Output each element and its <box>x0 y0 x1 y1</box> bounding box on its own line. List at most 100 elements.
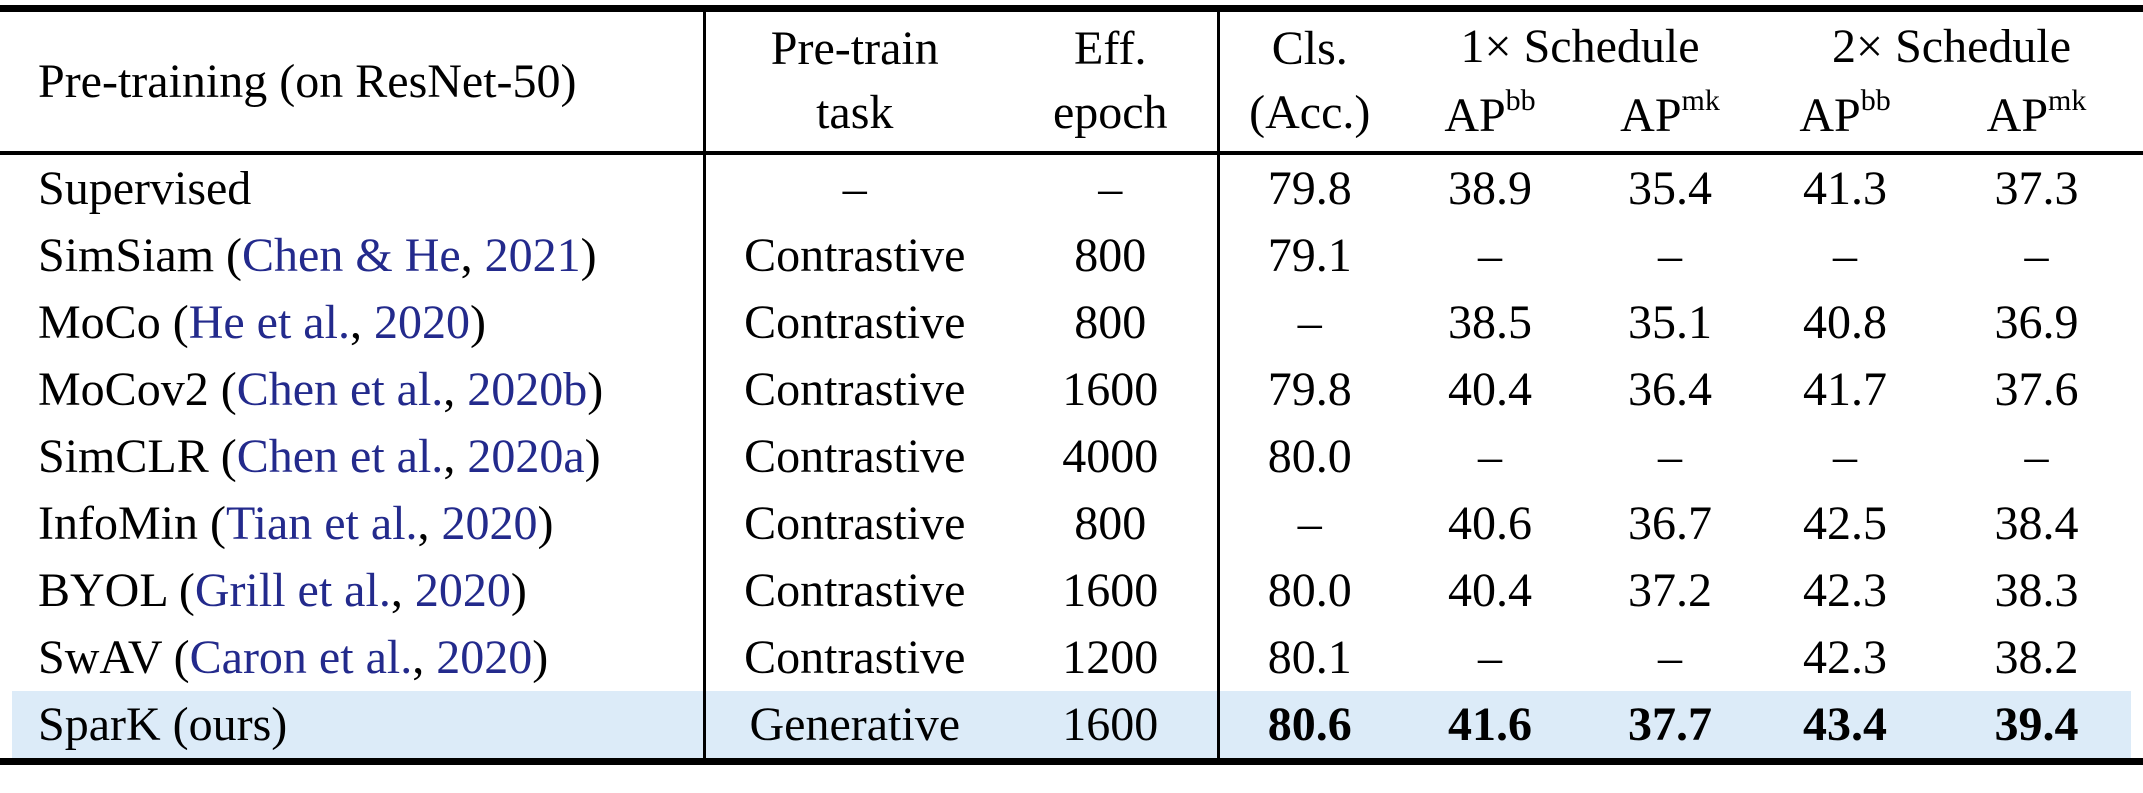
ap-1x-bb-cell: – <box>1478 228 1502 282</box>
pretrain-task-cell: Generative <box>704 690 1004 761</box>
ap-2x-bb-cell: 41.3 <box>1803 161 1888 215</box>
header-pretrain-task: Pre-train task <box>704 9 1004 153</box>
eff-epoch-cell: 800 <box>1004 288 1220 356</box>
table-row: Supervised – – 79.8 38.9 35.4 41.3 37.3 <box>0 152 2143 222</box>
ap-1x-mk-cell: – <box>1658 630 1682 684</box>
cls-acc-cell: 80.0 <box>1267 429 1352 483</box>
method-name-text: SimSiam ( <box>38 228 243 282</box>
header-pretrain-task-line2: task <box>816 86 894 140</box>
citation-link[interactable]: He et al. <box>188 295 350 349</box>
citation-link[interactable]: 2020a <box>455 429 585 483</box>
method-name-text: , <box>443 362 456 416</box>
method-name-cell: MoCov2 (Chen et al., 2020b) <box>0 355 706 423</box>
citation-link[interactable]: 2021 <box>472 228 581 282</box>
header-ap-2x-bb: APbb <box>1760 81 1930 153</box>
citation-link[interactable]: 2020 <box>402 563 511 617</box>
cls-acc-cell: 79.1 <box>1267 228 1352 282</box>
pretrain-task-cell: Contrastive <box>744 362 966 416</box>
cls-acc-cell: 79.8 <box>1267 161 1352 215</box>
citation-link[interactable]: Caron et al. <box>189 630 413 684</box>
method-name-cell: MoCo (He et al., 2020) <box>0 288 706 356</box>
method-name-cell: InfoMin (Tian et al., 2020) <box>0 489 706 557</box>
table-row: SimSiam (Chen & He, 2021) Contrastive 80… <box>0 221 2143 289</box>
table-row: SimCLR (Chen et al., 2020a) Contrastive … <box>0 422 2143 490</box>
method-name-text: ) <box>587 362 604 416</box>
ap-label: AP <box>1444 89 1506 142</box>
method-name-text: MoCov2 ( <box>38 362 237 416</box>
method-name-text: SwAV ( <box>38 630 190 684</box>
method-name-text: ) <box>510 563 527 617</box>
method-name-text: ) <box>469 295 486 349</box>
header-group-2x-schedule: 2× Schedule <box>1832 19 2072 73</box>
citation-link[interactable]: Tian et al. <box>225 496 418 550</box>
method-name-text: , <box>443 429 456 483</box>
eff-epoch-cell: 800 <box>1004 489 1220 557</box>
ap-1x-bb-cell: 40.6 <box>1448 496 1532 550</box>
header-group-1x-schedule: 1× Schedule <box>1460 19 1700 73</box>
method-name-cell: SparK (ours) <box>0 690 706 761</box>
method-name-text: ) <box>537 496 554 550</box>
method-name-cell: SimCLR (Chen et al., 2020a) <box>0 422 706 490</box>
ap-2x-mk-cell: 38.2 <box>1994 630 2079 684</box>
ap-1x-mk-cell: – <box>1658 429 1682 483</box>
ap-label: AP <box>1986 89 2049 142</box>
cls-acc-cell: – <box>1297 496 1322 550</box>
ap-1x-bb-cell: 38.9 <box>1448 161 1532 215</box>
header-cls-acc-line2: (Acc.) <box>1249 86 1371 140</box>
ap-1x-mk-cell: 37.2 <box>1628 563 1712 617</box>
ap-superscript: mk <box>1681 84 1720 117</box>
citation-link[interactable]: Grill et al. <box>194 563 391 617</box>
ap-1x-bb-cell: – <box>1478 429 1502 483</box>
ap-2x-bb-cell: 40.8 <box>1803 295 1888 349</box>
method-name-text: , <box>349 295 362 349</box>
pretrain-task-cell: Contrastive <box>744 228 966 282</box>
method-name-cell: SimSiam (Chen & He, 2021) <box>0 221 706 289</box>
citation-link[interactable]: Chen et al. <box>236 429 444 483</box>
pretrain-task-cell: Contrastive <box>744 496 966 550</box>
ap-superscript: bb <box>1505 84 1536 117</box>
ap-1x-mk-cell: 37.7 <box>1580 690 1761 761</box>
method-name-text: Supervised <box>38 161 252 215</box>
table-row: SwAV (Caron et al., 2020) Contrastive 12… <box>0 623 2143 691</box>
method-name-text: , <box>460 228 473 282</box>
citation-link[interactable]: Chen & He <box>242 228 461 282</box>
citation-link[interactable]: 2020 <box>361 295 470 349</box>
table-row: MoCov2 (Chen et al., 2020b) Contrastive … <box>0 355 2143 423</box>
header-eff-epoch: Eff. epoch <box>1004 8 1220 153</box>
pretraining-results-table: Pre-training (on ResNet-50) Pre-train ta… <box>0 5 2143 765</box>
pretrain-task-cell: Contrastive <box>744 563 966 617</box>
header-ap-2x-mk: APmk <box>1930 81 2143 153</box>
ap-1x-bb-cell: 40.4 <box>1448 563 1532 617</box>
ap-superscript: bb <box>1860 84 1891 117</box>
ap-2x-mk-cell: 37.3 <box>1994 161 2079 215</box>
ap-2x-mk-cell: 36.9 <box>1994 295 2079 349</box>
citation-link[interactable]: 2020 <box>429 496 538 550</box>
header-pretraining-label: Pre-training (on ResNet-50) <box>38 54 577 108</box>
ap-2x-mk-cell: – <box>2024 228 2049 282</box>
ap-2x-mk-cell: 37.6 <box>1994 362 2079 416</box>
ap-2x-bb-cell: 41.7 <box>1803 362 1888 416</box>
method-name-text: ) <box>584 429 601 483</box>
ap-2x-mk-cell: 39.4 <box>1930 690 2143 761</box>
cls-acc-cell: 79.8 <box>1267 362 1352 416</box>
header-pretrain-task-line1: Pre-train <box>770 22 939 76</box>
ap-superscript: mk <box>2048 84 2087 117</box>
eff-epoch-cell: 4000 <box>1004 422 1220 490</box>
citation-link[interactable]: 2020b <box>455 362 588 416</box>
method-name-text: , <box>390 563 403 617</box>
method-name-cell: BYOL (Grill et al., 2020) <box>0 556 706 624</box>
header-cls-acc-line1: Cls. <box>1271 22 1348 76</box>
ap-2x-bb-cell: 42.5 <box>1803 496 1888 550</box>
eff-epoch-cell: 1600 <box>1004 690 1220 761</box>
pretrain-task-cell: Contrastive <box>744 295 966 349</box>
citation-link[interactable]: 2020 <box>424 630 533 684</box>
header-eff-epoch-line1: Eff. <box>1074 22 1147 76</box>
table-row: BYOL (Grill et al., 2020) Contrastive 16… <box>0 556 2143 624</box>
method-name-cell: SwAV (Caron et al., 2020) <box>0 623 706 691</box>
header-pretraining: Pre-training (on ResNet-50) <box>0 8 706 153</box>
method-name-text: , <box>417 496 430 550</box>
eff-epoch-cell: 1600 <box>1004 355 1220 423</box>
citation-link[interactable]: Chen et al. <box>236 362 444 416</box>
ap-2x-mk-cell: 38.3 <box>1994 563 2079 617</box>
ap-2x-bb-cell: – <box>1833 429 1858 483</box>
